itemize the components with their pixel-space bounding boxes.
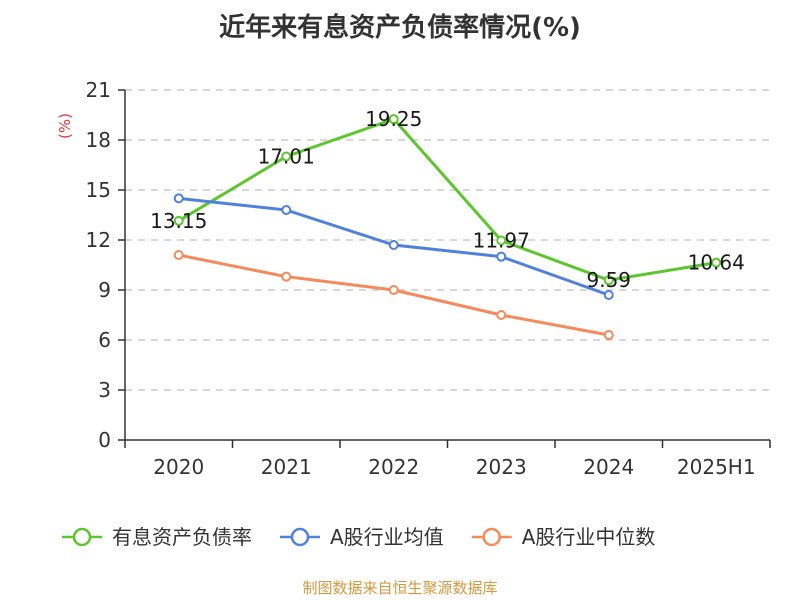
data-label: 19.25: [365, 107, 422, 131]
data-point: [388, 240, 399, 250]
x-tick-label: 2025H1: [677, 455, 756, 479]
data-point: [388, 285, 399, 295]
y-tick-label: 18: [86, 128, 111, 152]
legend-item[interactable]: A股行业中位数: [471, 525, 656, 549]
data-point: [281, 271, 292, 282]
data-label: 17.01: [258, 145, 315, 169]
y-tick-label: 0: [98, 428, 111, 452]
data-label: 10.64: [688, 251, 745, 275]
data-point: [603, 275, 614, 286]
y-tick-label: 6: [98, 328, 111, 352]
y-axis-ticks: 0 3 6 9 12 15 18 21: [86, 78, 125, 452]
data-point: [388, 114, 399, 125]
data-point: [603, 290, 614, 300]
data-point: [496, 310, 507, 320]
y-tick-label: 21: [86, 78, 111, 102]
data-point: [496, 251, 507, 262]
x-tick-label: 2023: [476, 455, 527, 479]
legend[interactable]: 有息资产负债率 A股行业均值 A股行业中位数: [62, 525, 655, 549]
series-group: [173, 114, 722, 340]
data-labels: 13.15 17.01 19.25 11.97 9.59 10.64: [150, 107, 745, 292]
data-point: [173, 215, 184, 226]
legend-marker: [290, 527, 310, 547]
legend-item[interactable]: A股行业均值: [280, 525, 444, 549]
series-line: [177, 117, 717, 282]
x-tick-label: 2024: [583, 455, 634, 479]
data-point: [173, 250, 184, 260]
y-axis-label: (%): [56, 113, 74, 139]
data-point: [711, 257, 722, 268]
legend-marker: [482, 527, 501, 547]
source-note: 制图数据来自恒生聚源数据库: [302, 579, 497, 597]
legend-label: A股行业中位数: [522, 525, 656, 549]
data-label: 11.97: [473, 229, 530, 253]
y-tick-label: 15: [86, 178, 111, 202]
legend-label: A股行业均值: [330, 525, 444, 549]
legend-marker: [72, 527, 92, 547]
chart-title: 近年来有息资产负债率情况(%): [219, 12, 581, 43]
data-point: [496, 235, 507, 246]
x-axis-ticks: 2020 2021 2022 2023 2024 2025H1: [124, 440, 771, 479]
y-tick-label: 3: [98, 378, 111, 402]
legend-label: 有息资产负债率: [112, 525, 252, 549]
data-label: 13.15: [150, 209, 207, 233]
data-point: [281, 205, 292, 215]
y-tick-label: 9: [98, 278, 111, 302]
legend-item[interactable]: 有息资产负债率: [62, 525, 252, 549]
data-point: [603, 330, 614, 340]
y-tick-label: 12: [86, 228, 111, 252]
data-label: 9.59: [586, 268, 631, 292]
x-tick-label: 2020: [153, 455, 204, 479]
data-point: [173, 193, 184, 204]
data-point: [281, 151, 292, 162]
gridlines: [125, 89, 770, 391]
x-tick-label: 2022: [368, 455, 419, 479]
x-tick-label: 2021: [261, 455, 312, 479]
